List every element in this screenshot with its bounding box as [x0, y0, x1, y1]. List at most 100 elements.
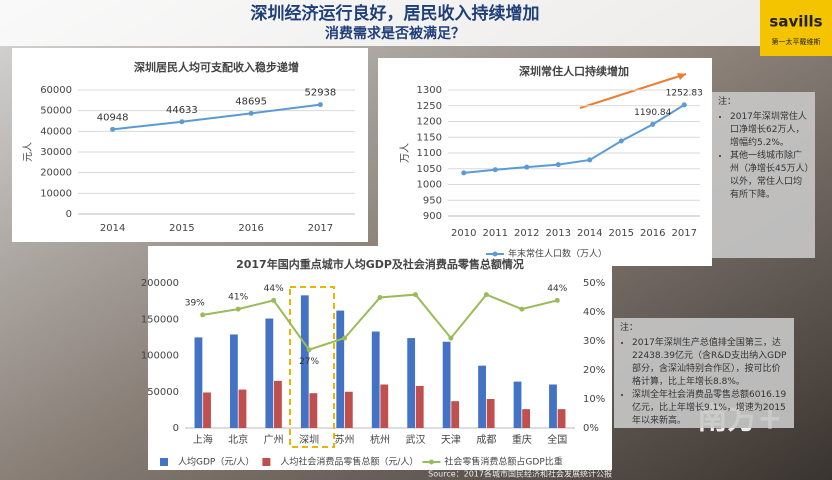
y-tick-label: 1050	[417, 164, 442, 175]
point	[587, 157, 593, 163]
x-tick-label: 2015	[609, 228, 634, 239]
x-tick-label: 2016	[640, 228, 665, 239]
point	[412, 292, 418, 298]
point	[555, 162, 561, 168]
panel	[378, 58, 712, 266]
x-tick-label: 2013	[546, 228, 571, 239]
legend-label: 人均GDP（元/人）	[178, 456, 254, 468]
data-label: 44633	[166, 105, 198, 116]
bar	[265, 318, 274, 428]
point	[179, 119, 185, 125]
x-tick-label: 2014	[100, 223, 125, 234]
x-tick-label: 全国	[547, 433, 567, 446]
bar	[513, 381, 522, 428]
point	[248, 110, 254, 116]
y-tick-label: 900	[423, 211, 442, 222]
point	[306, 347, 312, 353]
point	[317, 102, 323, 108]
y2-tick-label: 10%	[583, 394, 605, 405]
y2-tick-label: 30%	[583, 336, 605, 347]
legend-swatch	[160, 458, 168, 466]
note-item: 深圳全年社会消费品零售总额6016.19亿元，比上年增长9.1%，增速为2015…	[632, 389, 788, 428]
y-tick-label: 1200	[417, 117, 442, 128]
logo: savills	[769, 13, 822, 31]
x-tick-label: 2011	[483, 228, 508, 239]
y-tick-label: 1250	[417, 101, 442, 112]
line	[112, 103, 321, 131]
x-tick-label: 武汉	[405, 433, 425, 446]
bar	[309, 393, 318, 428]
y-tick-label: 0	[173, 423, 179, 434]
legend-swatch	[262, 458, 271, 466]
legend-swatch	[492, 251, 498, 257]
point	[461, 170, 467, 176]
logo-sub: 第一太平戴维斯	[772, 37, 821, 46]
y-tick-label: 1150	[417, 132, 442, 143]
bar	[478, 365, 486, 428]
bar	[549, 384, 557, 428]
bar	[238, 389, 247, 428]
point	[377, 295, 383, 300]
slide-title: 深圳经济运行良好，居民收入持续增加	[251, 3, 540, 24]
x-tick-label: 深圳	[299, 434, 319, 446]
legend-label: 年末常住人口数（万人）	[508, 248, 607, 260]
point	[681, 102, 687, 108]
y-tick-label: 50000	[40, 106, 72, 117]
chart-title: 深圳居民人均可支配收入稳步递增	[134, 60, 299, 74]
bar	[557, 409, 566, 428]
point	[200, 312, 206, 318]
point	[448, 335, 454, 341]
trend-arrow	[579, 73, 687, 109]
note-item: 2017年深圳生产总值排全国第三，达22438.39亿元（含R&D支出纳入GDP…	[632, 337, 788, 389]
note-heading: 注：	[620, 323, 639, 333]
x-tick-label: 2015	[169, 223, 194, 234]
bar	[344, 391, 353, 428]
slide-subtitle: 消费需求是否被满足？	[325, 25, 465, 42]
y-tick-label: 0	[66, 209, 72, 220]
x-tick-label: 广州	[264, 434, 284, 446]
point	[524, 164, 530, 170]
bar	[486, 399, 495, 428]
y-tick-label: 40000	[40, 126, 72, 137]
y-tick-label: 1100	[417, 148, 442, 159]
bar	[229, 334, 238, 428]
x-tick-label: 天津	[441, 434, 461, 446]
y-tick-label: 20000	[40, 168, 72, 179]
y-tick-label: 10000	[40, 188, 72, 199]
point	[492, 167, 498, 173]
chart-title: 2017年国内重点城市人均GDP及社会消费品零售总额情况	[236, 257, 524, 271]
note-item: 其他一线城市除广州（净增长45万人）以外，常住人口均有所下降。	[730, 150, 809, 202]
bar	[415, 385, 424, 428]
bar	[451, 401, 460, 428]
x-tick-label: 成都	[476, 434, 496, 446]
logo-box	[760, 0, 832, 56]
data-label: 40948	[97, 112, 129, 123]
legend-label: 人均社会消费品零售总额（元/人）	[280, 456, 418, 468]
x-tick-label: 2017	[672, 228, 697, 239]
x-tick-label: 2016	[238, 223, 263, 234]
bar	[300, 295, 309, 428]
y-tick-label: 30000	[40, 147, 72, 158]
bar	[194, 337, 203, 428]
x-tick-label: 2012	[514, 228, 539, 239]
point	[650, 121, 656, 127]
panel	[12, 48, 368, 242]
bar	[522, 409, 531, 428]
legend-label: 社会零售消费总额占GDP比重	[444, 456, 562, 468]
x-tick-label: 上海	[193, 433, 213, 446]
note-box: 注： 2017年深圳生产总值排全国第三，达22438.39亿元（含R&D支出纳入…	[614, 318, 794, 428]
x-tick-label: 重庆	[512, 433, 532, 446]
arrow-head	[677, 73, 686, 80]
y2-tick-label: 50%	[583, 278, 605, 289]
bar	[380, 384, 389, 428]
data-label: 1252.83	[666, 88, 703, 98]
y-tick-label: 150000	[141, 314, 179, 325]
bar	[203, 392, 211, 428]
panel	[148, 246, 612, 470]
y2-tick-label: 20%	[583, 365, 605, 376]
line	[463, 104, 685, 174]
header-band	[0, 0, 832, 46]
y-tick-label: 50000	[147, 387, 179, 398]
bar	[274, 380, 282, 428]
